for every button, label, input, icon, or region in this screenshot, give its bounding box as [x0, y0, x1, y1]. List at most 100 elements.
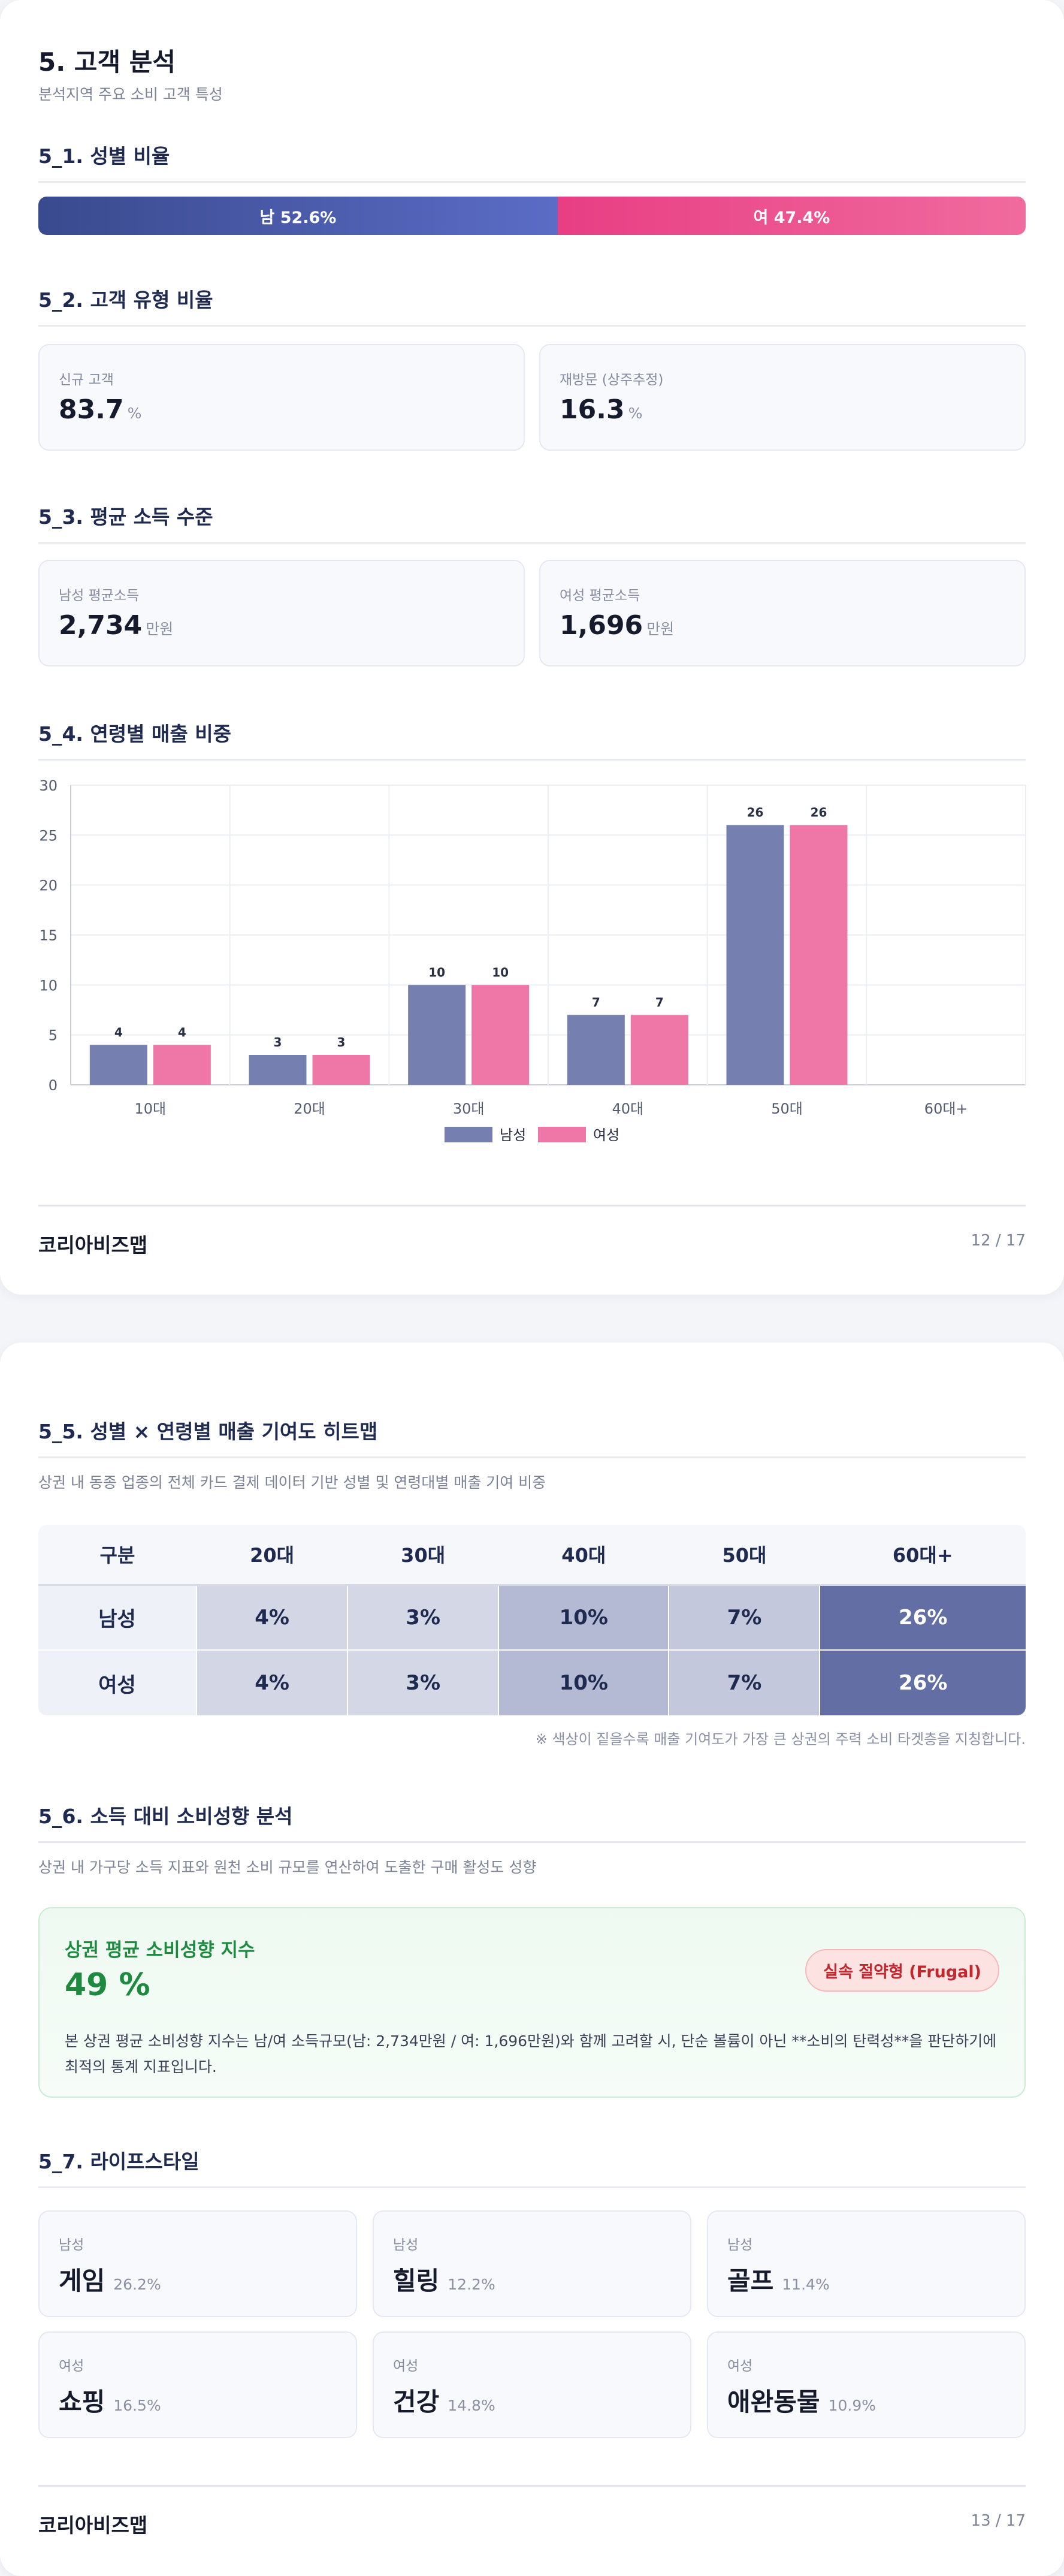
heatmap-row-label: 여성: [38, 1649, 197, 1715]
lifestyle-name: 골프 11.4%: [727, 2266, 830, 2296]
spending-index-card: 상권 평균 소비성향 지수 49 % 실속 절약형 (Frugal) 본 상권 …: [38, 1907, 1026, 2098]
lifestyle-card: 남성 골프 11.4%: [707, 2210, 1026, 2317]
card-value: 1,696 만원: [560, 610, 675, 641]
bar-50대-여성: [790, 825, 848, 1085]
spending-description: 본 상권 평균 소비성향 지수는 남/여 소득규모(남: 2,734만원 / 여…: [65, 2032, 997, 2076]
heatmap-row-female: 여성 4% 3% 10% 7% 26%: [38, 1649, 1026, 1715]
lifestyle-name: 건강 14.8%: [393, 2387, 495, 2417]
x-tick-label: 60대+: [924, 1100, 968, 1117]
data-label: 4: [178, 1025, 186, 1039]
lifestyle-gender: 남성: [727, 2237, 753, 2253]
gender-bar-female: 여 47.4%: [557, 197, 1026, 235]
y-tick-label: 15: [39, 927, 58, 944]
bar-20대-남성: [249, 1055, 307, 1085]
heatmap-cell: 4%: [195, 1584, 348, 1650]
bar-40대-남성: [567, 1015, 625, 1085]
heatmap-header: 30대: [347, 1525, 499, 1586]
legend-swatch: [538, 1127, 586, 1142]
bar-30대-남성: [408, 985, 466, 1085]
heatmap-cell: 7%: [668, 1649, 820, 1715]
card-label: 재방문 (상주추정): [560, 372, 664, 388]
page-footer: 코리아비즈맵 13 / 17: [38, 2485, 1026, 2557]
bar-50대-남성: [726, 825, 784, 1085]
y-tick-label: 30: [39, 777, 58, 794]
x-tick-label: 40대: [612, 1100, 644, 1117]
lifestyle-card: 남성 힐링 12.2%: [373, 2210, 691, 2317]
bar-40대-여성: [630, 1015, 688, 1085]
data-label: 3: [274, 1035, 282, 1049]
heatmap-title: 5_5. 성별 × 연령별 매출 기여도 히트맵: [38, 1416, 1026, 1458]
card-value: 16.3%: [560, 394, 643, 425]
chart-grid: [70, 785, 1026, 1085]
x-tick-label: 30대: [453, 1100, 485, 1117]
gender-ratio-bar: 남 52.6% 여 47.4%: [38, 197, 1026, 235]
data-label: 7: [592, 995, 600, 1009]
page-footer: 코리아비즈맵 12 / 17: [38, 1205, 1026, 1277]
legend-label: 여성: [593, 1127, 619, 1144]
legend-swatch: [445, 1127, 492, 1142]
age-sales-chart: 0 5 10 15 20 25 30 4 4 10대 3 3 20대 10 10 30대 7 7 40대 26 26 50…: [39, 777, 1026, 1144]
x-tick-label: 20대: [294, 1100, 325, 1117]
new-customer-card: 신규 고객 83.7%: [38, 344, 525, 451]
heatmap-cell: 3%: [347, 1584, 499, 1650]
data-label: 10: [492, 965, 509, 979]
y-tick-label: 20: [39, 877, 58, 894]
lifestyle-title: 5_7. 라이프스타일: [38, 2146, 1026, 2188]
heatmap-header: 40대: [498, 1525, 669, 1586]
bar-10대-남성: [89, 1045, 147, 1085]
gender-ratio-title: 5_1. 성별 비율: [38, 140, 1026, 183]
heatmap-cell: 3%: [347, 1649, 499, 1715]
spending-card-title: 상권 평균 소비성향 지수: [65, 1939, 255, 1961]
data-label: 7: [655, 995, 664, 1009]
customer-type-title: 5_2. 고객 유형 비율: [38, 284, 1026, 327]
heatmap-header: 구분: [38, 1525, 197, 1586]
y-tick-label: 10: [39, 977, 58, 994]
lifestyle-gender: 여성: [727, 2358, 753, 2374]
heatmap-cell: 10%: [498, 1584, 669, 1650]
data-label: 26: [747, 806, 764, 820]
chart-bars: [89, 825, 848, 1085]
male-income-card: 남성 평균소득 2,734 만원: [38, 560, 525, 666]
lifestyle-gender: 남성: [393, 2237, 419, 2253]
lifestyle-name: 애완동물 10.9%: [727, 2387, 876, 2417]
section-subtitle: 분석지역 주요 소비 고객 특성: [38, 86, 223, 103]
heatmap-cell: 10%: [498, 1649, 669, 1715]
heatmap-cell: 26%: [819, 1649, 1026, 1715]
legend-label: 남성: [500, 1127, 526, 1144]
report-page-12: 5. 고객 분석 분석지역 주요 소비 고객 특성 5_1. 성별 비율 남 5…: [0, 0, 1064, 1295]
heatmap-cell: 4%: [195, 1649, 348, 1715]
card-value: 2,734 만원: [59, 610, 174, 641]
lifestyle-gender: 여성: [393, 2358, 419, 2374]
card-value: 83.7%: [59, 394, 142, 425]
frugal-badge: 실속 절약형 (Frugal): [805, 1949, 999, 1992]
y-tick-label: 0: [49, 1077, 58, 1094]
lifestyle-name: 게임 26.2%: [59, 2266, 161, 2296]
spending-subtitle: 상권 내 가구당 소득 지표와 원천 소비 규모를 연산하여 도출한 구매 활성…: [38, 1859, 537, 1876]
revisit-customer-card: 재방문 (상주추정) 16.3%: [539, 344, 1026, 451]
bar-30대-여성: [471, 985, 530, 1085]
page-number: 13 / 17: [971, 2512, 1026, 2530]
report-page-13: 5_5. 성별 × 연령별 매출 기여도 히트맵 상권 내 동종 업종의 전체 …: [0, 1343, 1064, 2576]
heatmap-subtitle: 상권 내 동종 업종의 전체 카드 결제 데이터 기반 성별 및 연령대별 매출…: [38, 1474, 546, 1491]
gender-bar-male: 남 52.6%: [38, 197, 558, 235]
data-label: 4: [114, 1025, 123, 1039]
bar-10대-여성: [153, 1045, 211, 1085]
lifestyle-name: 힐링 12.2%: [393, 2266, 495, 2296]
data-label: 10: [428, 965, 445, 979]
section-title: 5. 고객 분석: [38, 47, 176, 77]
heatmap-cell: 26%: [819, 1584, 1026, 1650]
x-tick-label: 10대: [135, 1100, 167, 1117]
chart-legend: 남성 여성: [445, 1127, 619, 1144]
heatmap-header: 20대: [197, 1525, 348, 1586]
lifestyle-card: 여성 건강 14.8%: [373, 2331, 691, 2438]
heatmap-row-label: 남성: [38, 1584, 197, 1650]
chart-labels: 0 5 10 15 20 25 30 4 4 10대 3 3 20대 10 10 30대 7 7 40대 26 26 50…: [39, 777, 968, 1117]
y-tick-label: 25: [39, 827, 58, 844]
lifestyle-card: 남성 게임 26.2%: [38, 2210, 357, 2317]
heatmap-note: ※ 색상이 짙을수록 매출 기여도가 가장 큰 상권의 주력 소비 타겟층을 지…: [535, 1731, 1026, 1748]
gender-age-heatmap: 구분 20대 30대 40대 50대 60대+ 남성 4% 3% 10% 7% …: [38, 1525, 1026, 1715]
footer-brand: 코리아비즈맵: [38, 2514, 148, 2537]
female-income-card: 여성 평균소득 1,696 만원: [539, 560, 1026, 666]
data-label: 3: [337, 1035, 346, 1049]
lifestyle-name: 쇼핑 16.5%: [59, 2387, 161, 2417]
